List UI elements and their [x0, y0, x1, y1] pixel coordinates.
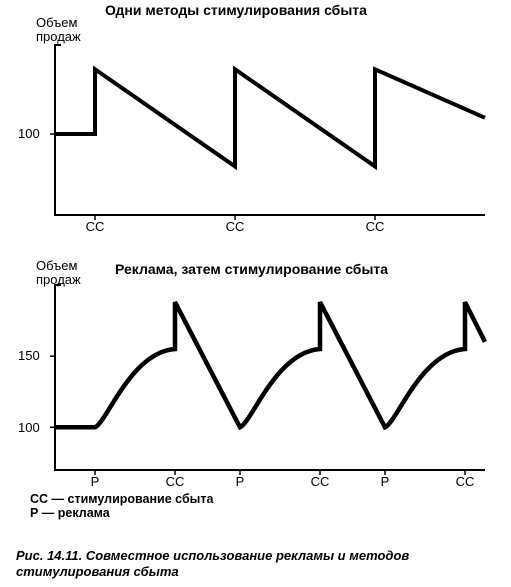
chart2-ylabel: Объемпродаж [36, 259, 81, 288]
chart1-ylabel-line: Объем [36, 16, 81, 30]
chart1-ylabel: Объемпродаж [36, 16, 81, 45]
chart1-series [55, 69, 485, 166]
chart2-xtick-label: Р [91, 474, 100, 489]
chart1-title: Одни методы стимулирования сбыта [105, 2, 367, 18]
chart1-ylabel-line: продаж [36, 30, 81, 44]
legend: СС — стимулирование сбытаР — реклама [30, 492, 213, 520]
page: Одни методы стимулирования сбыта Объемпр… [0, 0, 511, 587]
chart2-xtick-label: СС [311, 474, 330, 489]
chart2-ylabel-line: Объем [36, 259, 81, 273]
chart1-ytick-label: 100 [18, 126, 40, 141]
chart1-axes [55, 45, 485, 215]
chart2-ytick-label: 100 [18, 420, 40, 435]
chart2-title: Реклама, затем стимулирование сбыта [115, 261, 388, 277]
chart1-xtick-label: СС [366, 219, 385, 234]
legend-line: Р — реклама [30, 506, 213, 520]
chart2-xtick-label: СС [166, 474, 185, 489]
figure-caption: Рис. 14.11. Совместное использование рек… [16, 548, 496, 579]
chart1-xtick-label: СС [226, 219, 245, 234]
chart2-xtick-label: СС [456, 474, 475, 489]
chart2-series [55, 302, 485, 427]
chart2-ytick-label: 150 [18, 348, 40, 363]
chart1-xtick-label: СС [86, 219, 105, 234]
chart2-xtick-label: Р [381, 474, 390, 489]
chart1-plot [55, 45, 495, 225]
legend-line: СС — стимулирование сбыта [30, 492, 213, 506]
chart2-plot [55, 285, 495, 480]
chart2-xtick-label: Р [236, 474, 245, 489]
